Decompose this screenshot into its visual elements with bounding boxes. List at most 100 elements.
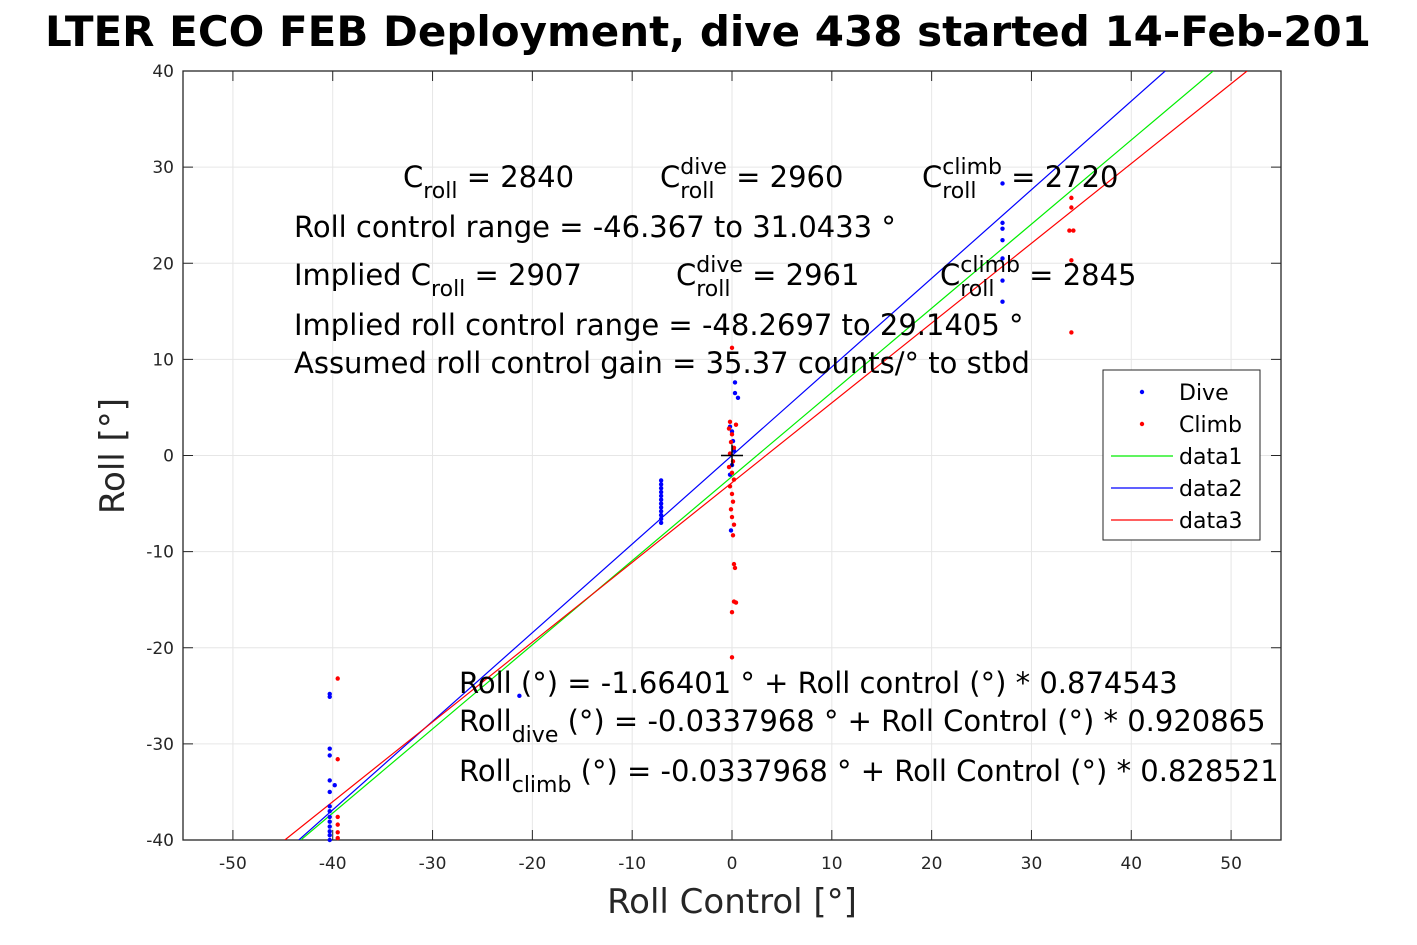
annotation-superscript: climb — [960, 253, 1020, 278]
origin-marker — [721, 444, 743, 467]
dive-point — [517, 693, 522, 699]
dive-point — [658, 501, 664, 506]
legend[interactable]: Dive Climb data1 data2 data3 — [1102, 369, 1261, 541]
fit-line-data1 — [300, 71, 1214, 840]
annotation-subscript: roll — [696, 277, 730, 302]
annotation-implied-c-roll: Implied Croll = 2907 — [294, 258, 582, 302]
annotation-base: C — [403, 160, 423, 194]
dive-point — [327, 819, 332, 824]
annotation-implied-roll-control-range: Implied roll control range = -48.2697 to… — [294, 308, 1024, 342]
plot-area — [284, 71, 1248, 843]
climb-point — [1069, 195, 1074, 201]
y-tick-label: 0 — [163, 447, 174, 467]
y-tick-label: 20 — [152, 254, 174, 274]
annotation-base: Roll — [459, 704, 512, 738]
dive-point — [327, 814, 332, 820]
dive-point — [1000, 237, 1005, 243]
climb-point — [1069, 258, 1074, 263]
y-tick-label: -10 — [146, 543, 174, 563]
dive-point — [658, 493, 664, 499]
annotation-subscript: dive — [512, 723, 559, 748]
legend-label-data2: data2 — [1179, 477, 1243, 502]
climb-point — [727, 419, 733, 425]
climb-point — [726, 426, 732, 431]
dive-point — [658, 497, 664, 502]
dive-point — [327, 778, 332, 783]
dive-point — [1000, 226, 1005, 231]
dive-point — [327, 829, 332, 834]
climb-point — [1071, 228, 1076, 233]
legend-label-data1: data1 — [1179, 445, 1243, 470]
dive-point — [327, 694, 332, 699]
annotation-tail: (°) = -0.0337968 ° + Roll Control (°) * … — [558, 704, 1265, 738]
annotation-base: C — [922, 160, 942, 194]
climb-point — [730, 499, 736, 504]
climb-point — [729, 345, 735, 351]
dive-point — [327, 808, 332, 814]
dive-point — [327, 837, 332, 843]
annotation-base: Implied C — [294, 258, 431, 292]
annotation-c-roll-climb: Cclimb roll = 2720 — [922, 155, 1119, 204]
climb-point — [335, 835, 340, 841]
y-tick-label: -20 — [146, 639, 174, 659]
dive-point — [732, 380, 738, 385]
climb-point — [726, 464, 732, 470]
climb-point — [733, 422, 739, 427]
annotation-superscript: dive — [680, 155, 727, 180]
annotation-tail: = 2720 — [1002, 160, 1119, 194]
annotation-superscript: climb — [942, 155, 1002, 180]
y-tick-label: 30 — [152, 158, 174, 178]
dive-point — [658, 520, 664, 525]
climb-point — [729, 470, 735, 476]
dive-point — [332, 783, 337, 788]
x-tick-label: -30 — [419, 854, 447, 874]
climb-point — [731, 522, 737, 527]
annotation-tail: = 2840 — [458, 160, 575, 194]
annotation-assumed-roll-control-gain: Assumed roll control gain = 35.37 counts… — [294, 346, 1030, 380]
x-tick-label: 30 — [1021, 854, 1043, 874]
annotation-fit-eq-dive: Rolldive (°) = -0.0337968 ° + Roll Contr… — [459, 704, 1266, 748]
dive-point — [327, 789, 332, 795]
climb-point — [335, 676, 340, 681]
climb-point — [733, 600, 739, 605]
x-tick-label: -40 — [319, 854, 347, 874]
annotation-subscript: roll — [423, 179, 457, 204]
climb-point — [727, 484, 733, 489]
x-tick-label: -50 — [219, 854, 247, 874]
annotation-tail: = 2961 — [743, 258, 860, 292]
dive-point — [1000, 278, 1005, 283]
climb-point — [1067, 228, 1072, 233]
legend-box — [1102, 369, 1261, 541]
climb-point — [728, 439, 734, 445]
y-axis-label: Roll [°] — [93, 398, 133, 514]
x-tick-label: -10 — [618, 854, 646, 874]
dive-point — [735, 395, 741, 401]
x-tick-label: 50 — [1220, 854, 1242, 874]
dive-point — [658, 489, 664, 495]
dive-point — [658, 512, 664, 518]
climb-point — [729, 514, 735, 520]
annotation-tail: = 2907 — [465, 258, 582, 292]
legend-label-climb: Climb — [1179, 413, 1242, 438]
climb-point — [729, 491, 735, 497]
climb-point — [1069, 205, 1074, 210]
x-tick-label: -20 — [518, 854, 546, 874]
dive-point — [327, 832, 332, 838]
annotation-superscript: dive — [696, 253, 743, 278]
climb-point — [731, 477, 737, 482]
annotation-fit-eq-climb: Rollclimb (°) = -0.0337968 ° + Roll Cont… — [459, 754, 1279, 798]
annotation-subscript: roll — [680, 179, 714, 204]
annotation-tail: (°) = -0.0337968 ° + Roll Control (°) * … — [571, 754, 1278, 788]
x-tick-label: 40 — [1120, 854, 1142, 874]
x-tick-label: 10 — [821, 854, 843, 874]
annotation-roll-control-range: Roll control range = -46.367 to 31.0433 … — [294, 210, 896, 244]
annotation-subscript: roll — [942, 179, 976, 204]
dive-point — [658, 478, 664, 483]
legend-marker-dive — [1139, 389, 1145, 395]
climb-point — [732, 565, 738, 571]
axis-ticks: -50 -40 -30 -20 -10 0 10 20 30 40 50 -40 -30 -20 -10 0 1… — [146, 62, 1281, 874]
x-tick-label: 20 — [921, 854, 943, 874]
climb-point — [335, 814, 340, 820]
dive-point — [728, 528, 734, 533]
